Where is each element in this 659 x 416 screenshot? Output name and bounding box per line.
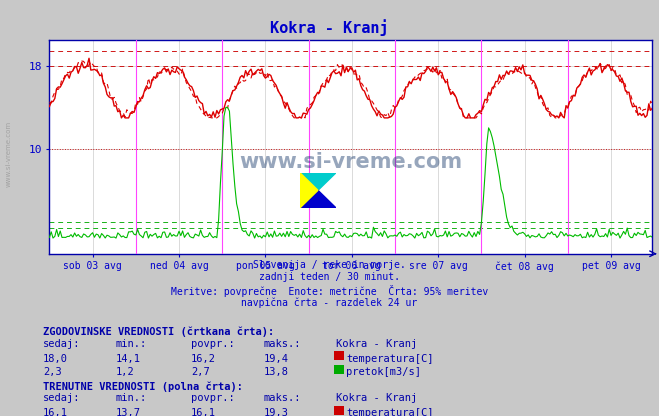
Text: Meritve: povprečne  Enote: metrične  Črta: 95% meritev: Meritve: povprečne Enote: metrične Črta:… — [171, 285, 488, 297]
Text: 19,3: 19,3 — [264, 409, 289, 416]
Polygon shape — [300, 190, 336, 208]
Text: min.:: min.: — [115, 394, 146, 404]
Text: sedaj:: sedaj: — [43, 394, 80, 404]
Text: TRENUTNE VREDNOSTI (polna črta):: TRENUTNE VREDNOSTI (polna črta): — [43, 381, 243, 392]
Text: 16,2: 16,2 — [191, 354, 216, 364]
Polygon shape — [300, 173, 336, 190]
Text: temperatura[C]: temperatura[C] — [346, 354, 434, 364]
Text: Slovenija / reke in morje.: Slovenija / reke in morje. — [253, 260, 406, 270]
Text: povpr.:: povpr.: — [191, 394, 235, 404]
Text: 16,1: 16,1 — [43, 409, 68, 416]
Text: maks.:: maks.: — [264, 339, 301, 349]
Text: min.:: min.: — [115, 339, 146, 349]
Text: navpična črta - razdelek 24 ur: navpična črta - razdelek 24 ur — [241, 297, 418, 308]
Text: 13,7: 13,7 — [115, 409, 140, 416]
Polygon shape — [300, 173, 318, 208]
Text: maks.:: maks.: — [264, 394, 301, 404]
Text: www.si-vreme.com: www.si-vreme.com — [5, 121, 12, 187]
Text: 19,4: 19,4 — [264, 354, 289, 364]
Text: 18,0: 18,0 — [43, 354, 68, 364]
Text: www.si-vreme.com: www.si-vreme.com — [239, 152, 463, 172]
Text: povpr.:: povpr.: — [191, 339, 235, 349]
Text: temperatura[C]: temperatura[C] — [346, 409, 434, 416]
Text: 13,8: 13,8 — [264, 367, 289, 377]
Text: Kokra - Kranj: Kokra - Kranj — [270, 19, 389, 35]
Text: sedaj:: sedaj: — [43, 339, 80, 349]
Text: 16,1: 16,1 — [191, 409, 216, 416]
Text: Kokra - Kranj: Kokra - Kranj — [336, 394, 417, 404]
Text: zadnji teden / 30 minut.: zadnji teden / 30 minut. — [259, 272, 400, 282]
Text: 14,1: 14,1 — [115, 354, 140, 364]
Text: 2,3: 2,3 — [43, 367, 61, 377]
Text: pretok[m3/s]: pretok[m3/s] — [346, 367, 421, 377]
Text: 1,2: 1,2 — [115, 367, 134, 377]
Text: ZGODOVINSKE VREDNOSTI (črtkana črta):: ZGODOVINSKE VREDNOSTI (črtkana črta): — [43, 327, 274, 337]
Text: Kokra - Kranj: Kokra - Kranj — [336, 339, 417, 349]
Text: 2,7: 2,7 — [191, 367, 210, 377]
